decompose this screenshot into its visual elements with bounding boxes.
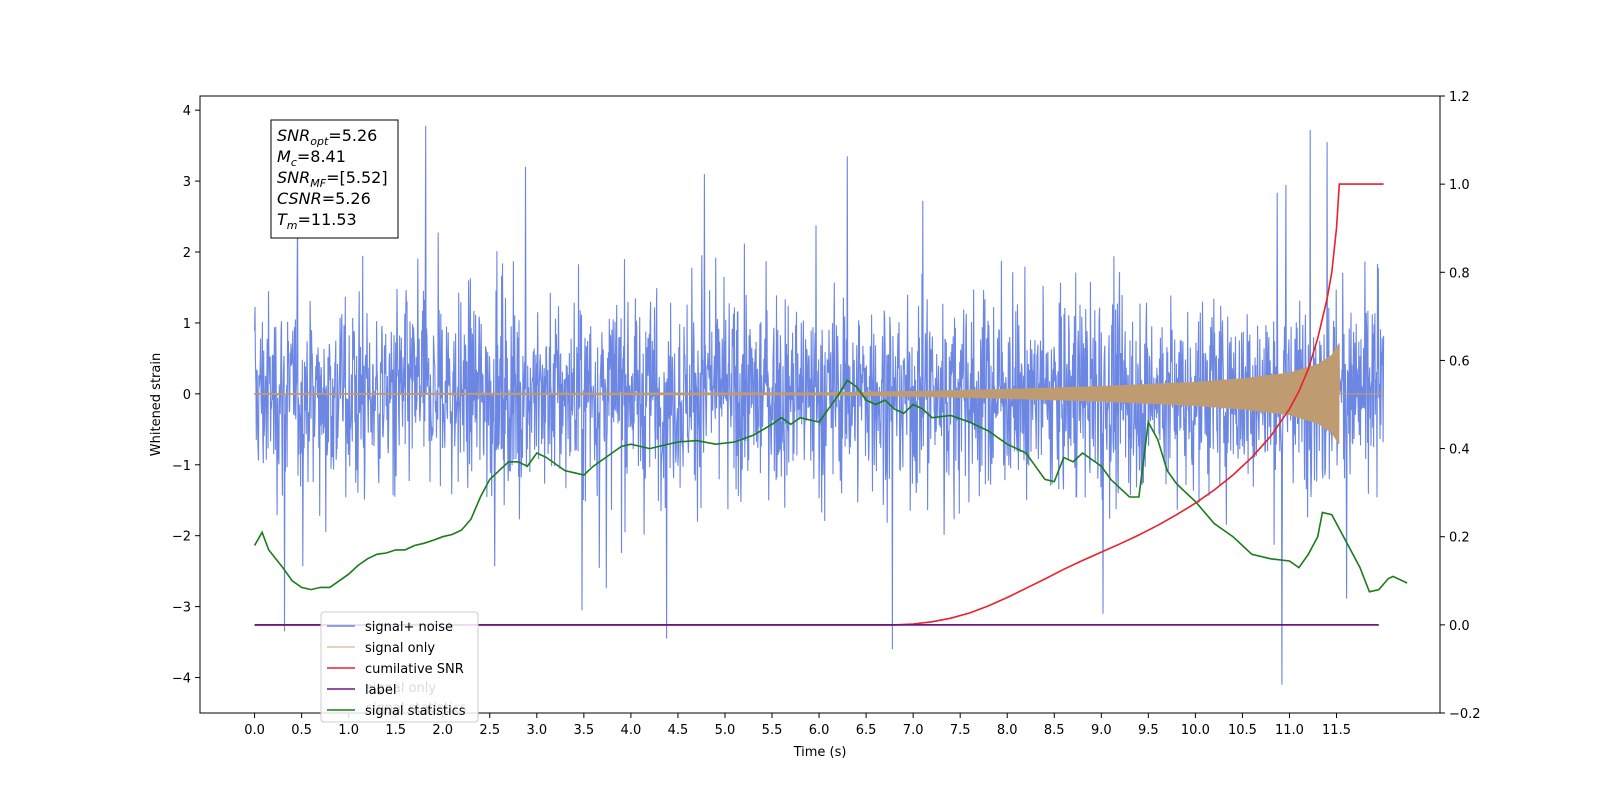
series-cumulative-snr	[254, 183, 1384, 626]
x-tick-label: 6.0	[809, 723, 830, 738]
y2-tick-label: 1.0	[1449, 178, 1470, 193]
y-tick-label: −4	[172, 672, 191, 687]
y-tick-label: −2	[172, 530, 191, 545]
y-tick-label: −1	[172, 459, 191, 474]
annotation-line: CSNR=5.26	[277, 189, 371, 208]
y-axis-label: Whitened strain	[149, 353, 164, 456]
x-tick-label: 4.5	[668, 723, 689, 738]
x-axis-label: Time (s)	[793, 745, 847, 760]
x-tick-label: 7.0	[903, 723, 924, 738]
x-tick-label: 11.5	[1322, 723, 1351, 738]
y-tick-label: 4	[183, 104, 191, 119]
y2-tick-label: 1.2	[1449, 90, 1470, 105]
x-tick-label: 1.0	[338, 723, 359, 738]
x-tick-label: 5.5	[762, 723, 783, 738]
annotation-frame	[270, 119, 399, 239]
x-tick-label: 8.5	[1044, 723, 1065, 738]
annotation-line: SNRopt=5.26	[277, 126, 377, 148]
y-tick-label: 3	[183, 175, 191, 190]
y2-tick-label: 0.8	[1449, 266, 1470, 281]
y2-tick-label: 0.2	[1449, 531, 1470, 546]
y-tick-label: −3	[172, 601, 191, 616]
legend-label: label	[365, 683, 396, 698]
x-tick-label: 6.5	[856, 723, 877, 738]
x-tick-label: 0.0	[244, 723, 265, 738]
x-tick-label: 0.5	[291, 723, 312, 738]
y2-tick-label: 0.4	[1449, 443, 1470, 458]
x-tick-label: 9.0	[1091, 723, 1112, 738]
annotation-line: Tm=11.53	[277, 210, 357, 232]
ticks: 0.0 0.5 1.0 1.5 2.0 2.5 3.0 3.5 4.0 4.5 5.0 5.5 6.0 6…	[172, 90, 1481, 738]
x-tick-label: 1.5	[385, 723, 406, 738]
x-tick-label: 10.5	[1228, 723, 1257, 738]
x-tick-label: 11.0	[1275, 723, 1304, 738]
series-signal-only	[254, 343, 1384, 445]
series-signal-noise	[254, 125, 1385, 685]
annotation-line: SNRMF=[5.52]	[277, 168, 388, 190]
x-tick-label: 2.0	[432, 723, 453, 738]
y-tick-label: 2	[183, 246, 191, 261]
legend-label: signal+ noise	[365, 620, 453, 635]
legend-label: cumilative SNR	[365, 662, 464, 677]
x-tick-label: 10.0	[1181, 723, 1210, 738]
x-tick-label: 3.5	[574, 723, 595, 738]
series-signal-statistics	[253, 379, 1408, 593]
y2-tick-label: −0.2	[1449, 707, 1481, 722]
annotation-line: Mc=8.41	[277, 147, 346, 169]
y-tick-label: 1	[183, 317, 191, 332]
x-tick-label: 7.5	[950, 723, 971, 738]
y-tick-label: 0	[183, 388, 191, 403]
x-tick-label: 5.0	[715, 723, 736, 738]
axes-frame	[199, 95, 1441, 714]
x-tick-label: 8.0	[997, 723, 1018, 738]
legend-box	[320, 611, 479, 723]
legend: signal only signal statistics signal+ nois…	[320, 611, 479, 723]
plot-frame	[199, 95, 1441, 714]
legend-label: signal only	[365, 641, 435, 656]
x-tick-label: 3.0	[526, 723, 547, 738]
legend-label: signal statistics	[365, 704, 466, 719]
x-tick-label: 2.5	[479, 723, 500, 738]
y2-tick-label: 0.0	[1449, 619, 1470, 634]
x-tick-label: 9.5	[1138, 723, 1159, 738]
x-tick-label: 4.0	[621, 723, 642, 738]
y2-tick-label: 0.6	[1449, 354, 1470, 369]
